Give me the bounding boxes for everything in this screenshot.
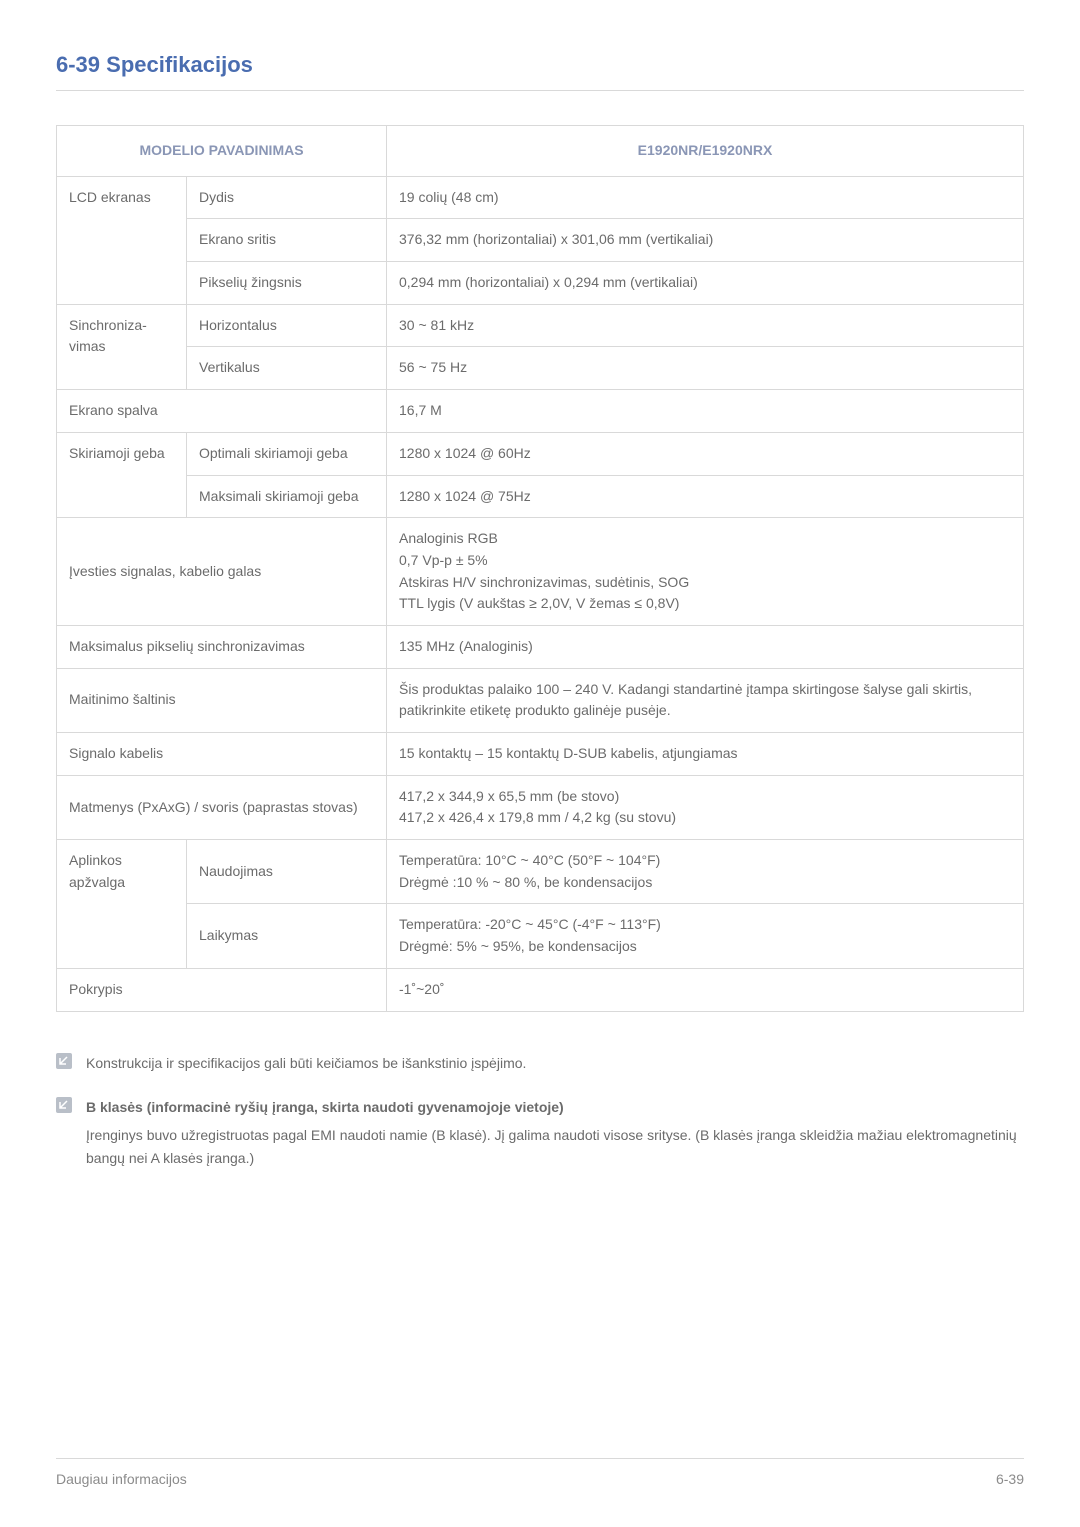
row-value: Šis produktas palaiko 100 – 240 V. Kadan… bbox=[387, 668, 1024, 732]
row-sub-label: Horizontalus bbox=[187, 304, 387, 347]
row-value-line: 0,7 Vp-p ± 5% bbox=[399, 550, 1011, 572]
table-row: Matmenys (PxAxG) / svoris (paprastas sto… bbox=[57, 775, 1024, 839]
note-row: Konstrukcija ir specifikacijos gali būti… bbox=[56, 1052, 1024, 1074]
table-row: Ekrano sritis376,32 mm (horizontaliai) x… bbox=[57, 219, 1024, 262]
table-row: Aplinkos apžvalgaNaudojimasTemperatūra: … bbox=[57, 840, 1024, 904]
note-text: B klasės (informacinė ryšių įranga, skir… bbox=[86, 1096, 1024, 1169]
row-value: 56 ~ 75 Hz bbox=[387, 347, 1024, 390]
note-icon bbox=[56, 1053, 72, 1069]
row-group-label: Signalo kabelis bbox=[57, 733, 387, 776]
footer-right: 6-39 bbox=[996, 1471, 1024, 1487]
table-row: Signalo kabelis15 kontaktų – 15 kontaktų… bbox=[57, 733, 1024, 776]
row-value: 1280 x 1024 @ 75Hz bbox=[387, 475, 1024, 518]
row-value-line: 417,2 x 426,4 x 179,8 mm / 4,2 kg (su st… bbox=[399, 807, 1011, 829]
row-value: Analoginis RGB0,7 Vp-p ± 5%Atskiras H/V … bbox=[387, 518, 1024, 626]
table-row: Skiriamoji gebaOptimali skiriamoji geba1… bbox=[57, 432, 1024, 475]
row-value: 30 ~ 81 kHz bbox=[387, 304, 1024, 347]
spec-table-body: LCD ekranasDydis19 colių (48 cm)Ekrano s… bbox=[57, 176, 1024, 1011]
row-sub-label: Optimali skiriamoji geba bbox=[187, 432, 387, 475]
row-value: Temperatūra: 10°C ~ 40°C (50°F ~ 104°F)D… bbox=[387, 840, 1024, 904]
row-group-label: Matmenys (PxAxG) / svoris (paprastas sto… bbox=[57, 775, 387, 839]
table-header-model-label: MODELIO PAVADINIMAS bbox=[57, 126, 387, 177]
table-row: Maksimali skiriamoji geba1280 x 1024 @ 7… bbox=[57, 475, 1024, 518]
row-group-label: LCD ekranas bbox=[57, 176, 187, 304]
row-group-label: Maitinimo šaltinis bbox=[57, 668, 387, 732]
row-value-line: 417,2 x 344,9 x 65,5 mm (be stovo) bbox=[399, 786, 1011, 808]
row-sub-label: Pikselių žingsnis bbox=[187, 262, 387, 305]
table-row: Įvesties signalas, kabelio galasAnalogin… bbox=[57, 518, 1024, 626]
table-row: Pokrypis-1˚~20˚ bbox=[57, 968, 1024, 1011]
row-sub-label: Maksimali skiriamoji geba bbox=[187, 475, 387, 518]
row-value-line: Temperatūra: -20°C ~ 45°C (-4°F ~ 113°F) bbox=[399, 914, 1011, 936]
row-value: 0,294 mm (horizontaliai) x 0,294 mm (ver… bbox=[387, 262, 1024, 305]
row-sub-label: Ekrano sritis bbox=[187, 219, 387, 262]
row-value: 376,32 mm (horizontaliai) x 301,06 mm (v… bbox=[387, 219, 1024, 262]
table-header-model-value: E1920NR/E1920NRX bbox=[387, 126, 1024, 177]
note-body-text: Įrenginys buvo užregistruotas pagal EMI … bbox=[86, 1127, 1017, 1165]
row-value: 417,2 x 344,9 x 65,5 mm (be stovo)417,2 … bbox=[387, 775, 1024, 839]
row-sub-label: Laikymas bbox=[187, 904, 387, 968]
row-group-label: Aplinkos apžvalga bbox=[57, 840, 187, 969]
row-value: Temperatūra: -20°C ~ 45°C (-4°F ~ 113°F)… bbox=[387, 904, 1024, 968]
table-row: Pikselių žingsnis0,294 mm (horizontaliai… bbox=[57, 262, 1024, 305]
row-group-label: Maksimalus pikselių sinchronizavimas bbox=[57, 625, 387, 668]
spec-table: MODELIO PAVADINIMAS E1920NR/E1920NRX LCD… bbox=[56, 125, 1024, 1012]
row-value: -1˚~20˚ bbox=[387, 968, 1024, 1011]
row-value-line: Drėgmė: 5% ~ 95%, be kondensacijos bbox=[399, 936, 1011, 958]
row-value-line: Temperatūra: 10°C ~ 40°C (50°F ~ 104°F) bbox=[399, 850, 1011, 872]
table-row: LCD ekranasDydis19 colių (48 cm) bbox=[57, 176, 1024, 219]
row-value: 16,7 M bbox=[387, 390, 1024, 433]
note-text: Konstrukcija ir specifikacijos gali būti… bbox=[86, 1052, 1024, 1074]
row-value-line: Drėgmė :10 % ~ 80 %, be kondensacijos bbox=[399, 872, 1011, 894]
row-group-label: Sinchroniza-vimas bbox=[57, 304, 187, 389]
row-value: 135 MHz (Analoginis) bbox=[387, 625, 1024, 668]
table-row: Maksimalus pikselių sinchronizavimas135 … bbox=[57, 625, 1024, 668]
table-row: Ekrano spalva16,7 M bbox=[57, 390, 1024, 433]
page-heading: 6-39 Specifikacijos bbox=[56, 52, 1024, 91]
row-value-line: TTL lygis (V aukštas ≥ 2,0V, V žemas ≤ 0… bbox=[399, 593, 1011, 615]
table-row: LaikymasTemperatūra: -20°C ~ 45°C (-4°F … bbox=[57, 904, 1024, 968]
row-sub-label: Dydis bbox=[187, 176, 387, 219]
row-group-label: Skiriamoji geba bbox=[57, 432, 187, 517]
note-row: B klasės (informacinė ryšių įranga, skir… bbox=[56, 1096, 1024, 1169]
footer-left: Daugiau informacijos bbox=[56, 1471, 187, 1487]
row-sub-label: Vertikalus bbox=[187, 347, 387, 390]
row-value: 19 colių (48 cm) bbox=[387, 176, 1024, 219]
notes-section: Konstrukcija ir specifikacijos gali būti… bbox=[56, 1052, 1024, 1170]
row-value: 15 kontaktų – 15 kontaktų D-SUB kabelis,… bbox=[387, 733, 1024, 776]
table-row: Sinchroniza-vimasHorizontalus30 ~ 81 kHz bbox=[57, 304, 1024, 347]
note-title: B klasės (informacinė ryšių įranga, skir… bbox=[86, 1096, 1024, 1118]
table-row: Vertikalus56 ~ 75 Hz bbox=[57, 347, 1024, 390]
row-value-line: Atskiras H/V sinchronizavimas, sudėtinis… bbox=[399, 572, 1011, 594]
row-group-label: Įvesties signalas, kabelio galas bbox=[57, 518, 387, 626]
page-footer: Daugiau informacijos 6-39 bbox=[56, 1458, 1024, 1487]
row-group-label: Ekrano spalva bbox=[57, 390, 387, 433]
table-row: Maitinimo šaltinisŠis produktas palaiko … bbox=[57, 668, 1024, 732]
row-sub-label: Naudojimas bbox=[187, 840, 387, 904]
note-icon bbox=[56, 1097, 72, 1113]
row-value-line: Analoginis RGB bbox=[399, 528, 1011, 550]
row-value: 1280 x 1024 @ 60Hz bbox=[387, 432, 1024, 475]
row-group-label: Pokrypis bbox=[57, 968, 387, 1011]
